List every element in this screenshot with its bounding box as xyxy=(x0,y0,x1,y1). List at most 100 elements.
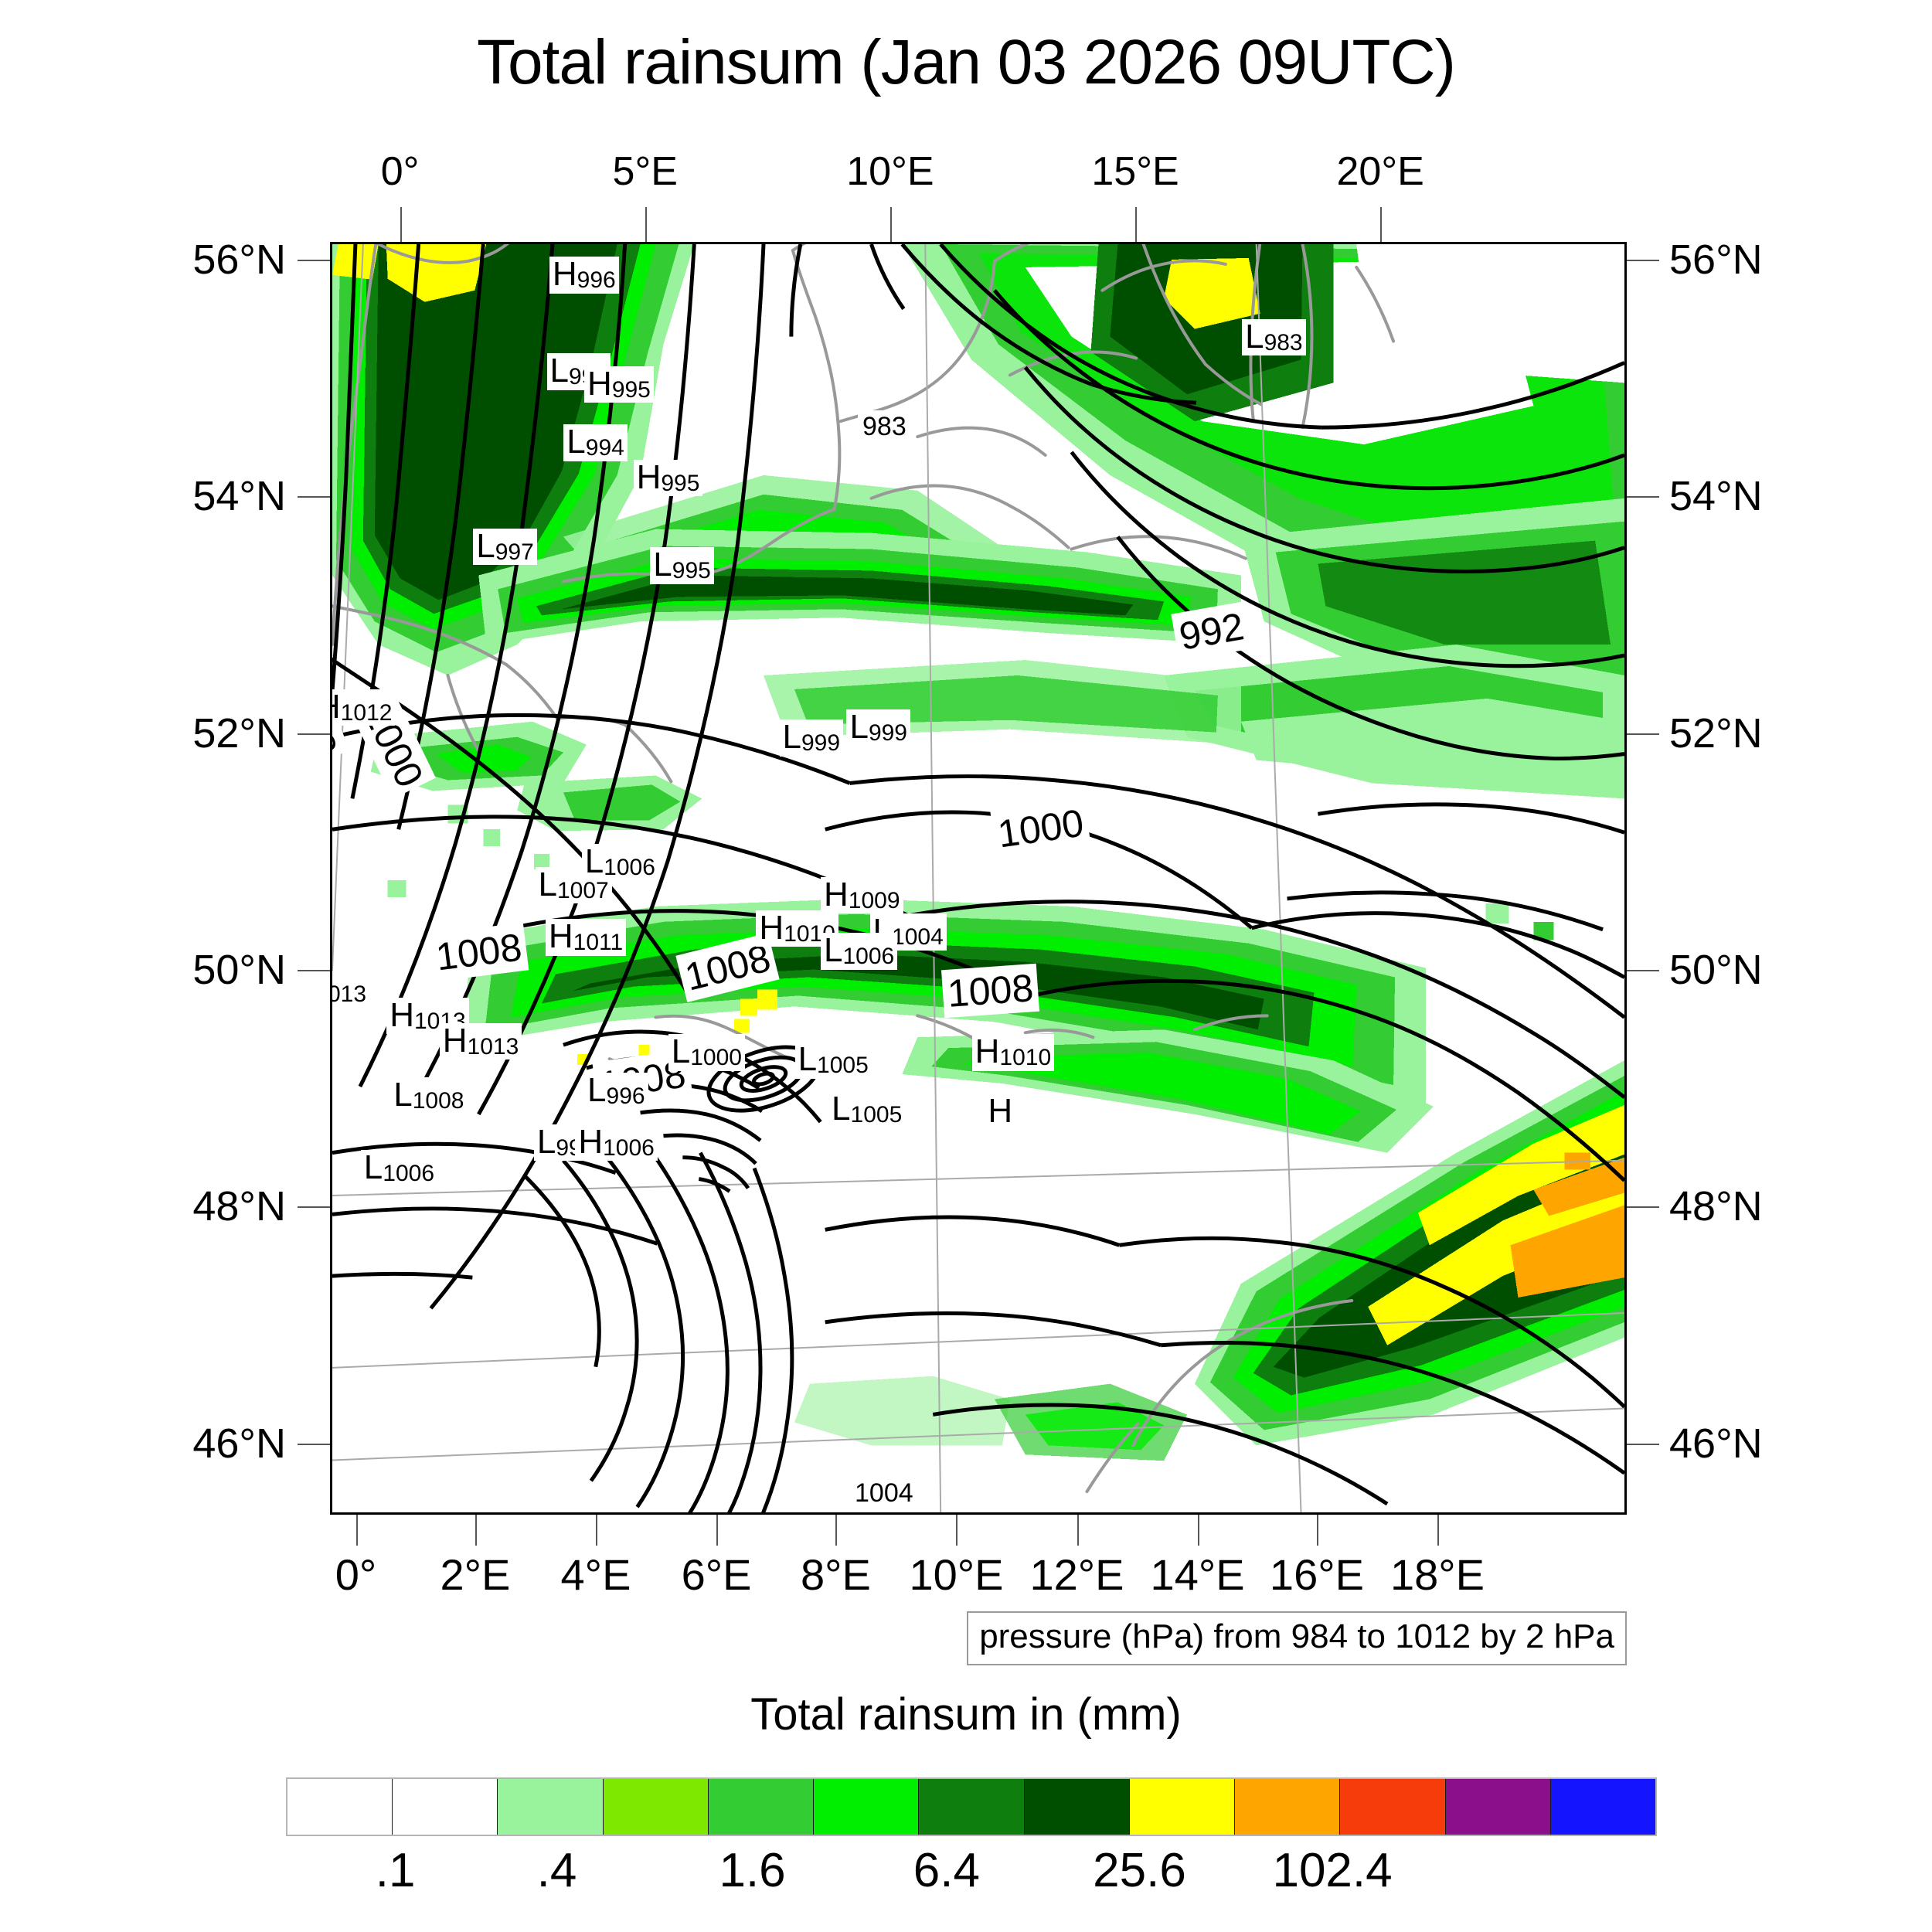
pressure-centre-l-1006: L1006 xyxy=(821,933,898,970)
pressure-centre-l-994: L994 xyxy=(563,424,628,461)
lon-tick-12°E xyxy=(1077,1515,1079,1546)
map-canvas xyxy=(332,244,1624,1512)
lat-tick-right-56°N xyxy=(1627,260,1659,262)
pressure-centre-l-1005: L1005 xyxy=(828,1091,906,1128)
lon-axis-bottom-ticks xyxy=(330,1515,1627,1546)
pressure-contours xyxy=(332,244,1624,1512)
lon-tick-14°E xyxy=(1197,1515,1199,1546)
lon-label-16°E: 16°E xyxy=(1269,1550,1364,1599)
pressure-centre-h-996: H996 xyxy=(549,257,619,294)
lon-label-6°E: 6°E xyxy=(681,1550,752,1599)
colorbar-cell-2[interactable] xyxy=(498,1779,604,1835)
lon-label-10°E: 10°E xyxy=(846,149,934,194)
lon-label-0°: 0° xyxy=(335,1550,377,1599)
colorbar-cell-12[interactable] xyxy=(1550,1779,1656,1835)
lon-label-2°E: 2°E xyxy=(440,1550,511,1599)
pressure-legend-box: pressure (hPa) from 984 to 1012 by 2 hPa xyxy=(967,1611,1627,1665)
lat-tick-left-46°N xyxy=(298,1443,330,1445)
colorbar-cell-9[interactable] xyxy=(1235,1779,1341,1835)
pressure-centre-h-1006: H1006 xyxy=(575,1124,658,1162)
pressure-centre-l-1000: L1000 xyxy=(668,1034,745,1071)
pressure-centre-l-1008: L1008 xyxy=(390,1077,468,1114)
lon-tick-5°E xyxy=(645,207,647,242)
lon-tick-15°E xyxy=(1135,207,1138,242)
lon-tick-6°E xyxy=(716,1515,719,1546)
pressure-centre-h-1013: H1013 xyxy=(439,1022,522,1060)
contour-label-1008-east: 1008 xyxy=(940,963,1040,1019)
lat-label-left-48°N: 48°N xyxy=(192,1183,286,1230)
lat-label-left-50°N: 50°N xyxy=(192,947,286,994)
graticule xyxy=(332,244,1624,1512)
lon-label-14°E: 14°E xyxy=(1150,1550,1245,1599)
colorbar-cell-10[interactable] xyxy=(1340,1779,1446,1835)
lat-label-left-54°N: 54°N xyxy=(192,473,286,520)
lat-tick-left-52°N xyxy=(298,733,330,735)
pressure-centre-l-1006: L1006 xyxy=(581,844,658,881)
lon-label-20°E: 20°E xyxy=(1336,149,1424,194)
lon-tick-10°E xyxy=(889,207,892,242)
pressure-centre-l-999: L999 xyxy=(779,719,844,757)
colorbar-tick-labels: .1 .4 1.6 6.4 25.6 102.4 xyxy=(286,1843,1654,1913)
lat-label-right-52°N: 52°N xyxy=(1669,709,1763,757)
colorbar-tick-.1: .1 xyxy=(375,1844,416,1897)
lon-tick-8°E xyxy=(835,1515,838,1546)
pressure-centre-h-1013: H1013 xyxy=(332,971,370,1008)
lon-axis-top-ticks xyxy=(330,207,1627,242)
colorbar-cell-0[interactable] xyxy=(287,1779,393,1835)
lat-axis-right-ticks xyxy=(1627,242,1659,1515)
lon-label-15°E: 15°E xyxy=(1091,149,1179,194)
lon-label-8°E: 8°E xyxy=(800,1550,871,1599)
lat-tick-left-48°N xyxy=(298,1206,330,1209)
lat-label-left-56°N: 56°N xyxy=(192,236,286,284)
colorbar-tick-25.6: 25.6 xyxy=(1093,1844,1186,1897)
colorbar-tick-.4: .4 xyxy=(536,1844,577,1897)
lat-tick-left-54°N xyxy=(298,496,330,498)
colorbar-cell-11[interactable] xyxy=(1445,1779,1551,1835)
colorbar-cell-6[interactable] xyxy=(919,1779,1025,1835)
lon-label-0°: 0° xyxy=(380,149,420,194)
pressure-centre-h-1010: H1010 xyxy=(971,1034,1055,1071)
colorbar-tick-1.6: 1.6 xyxy=(719,1844,786,1897)
lon-label-4°E: 4°E xyxy=(560,1550,631,1599)
pressure-centre-l-997: L997 xyxy=(473,528,537,566)
pressure-centre-l-1005: L1005 xyxy=(794,1042,872,1079)
lat-tick-right-54°N xyxy=(1627,496,1659,498)
contour-label-1004-bottom: 1004 xyxy=(850,1477,918,1510)
colorbar-cell-8[interactable] xyxy=(1129,1779,1236,1835)
pressure-centre-l-983: L983 xyxy=(1242,318,1306,356)
colorbar-tick-102.4: 102.4 xyxy=(1272,1844,1393,1897)
lon-label-10°E: 10°E xyxy=(909,1550,1004,1599)
lat-tick-left-56°N xyxy=(298,260,330,262)
colorbar-cell-7[interactable] xyxy=(1024,1779,1130,1835)
lat-label-right-46°N: 46°N xyxy=(1669,1420,1763,1467)
lat-label-right-54°N: 54°N xyxy=(1669,473,1763,520)
pressure-centre-l-1006: L1006 xyxy=(360,1149,438,1187)
colorbar-cell-5[interactable] xyxy=(814,1779,920,1835)
lon-tick-20°E xyxy=(1380,207,1383,242)
lon-tick-0° xyxy=(400,207,402,242)
map-plot-area[interactable]: 1008 1000 992 1000 1008 1008 1008 1008 9… xyxy=(330,242,1627,1515)
pressure-centre-h-995: H995 xyxy=(584,366,654,403)
pressure-centre-h-1011: H1011 xyxy=(545,919,627,956)
lat-tick-right-46°N xyxy=(1627,1443,1659,1445)
lon-axis-bottom-labels: 0° 2°E 4°E 6°E 8°E 10°E 12°E 14°E 16°E 18°E xyxy=(330,1549,1627,1604)
pressure-centre-h-1012: H1012 xyxy=(332,689,396,726)
lon-tick-0° xyxy=(355,1515,358,1546)
lat-label-right-48°N: 48°N xyxy=(1669,1183,1763,1230)
lon-tick-10°E xyxy=(956,1515,958,1546)
lon-tick-4°E xyxy=(595,1515,597,1546)
colorbar-cell-4[interactable] xyxy=(708,1779,815,1835)
lon-tick-18°E xyxy=(1437,1515,1439,1546)
lon-tick-2°E xyxy=(474,1515,477,1546)
colorbar-tick-6.4: 6.4 xyxy=(913,1844,981,1897)
pressure-centre-l-996: L996 xyxy=(584,1072,648,1110)
colorbar-cell-1[interactable] xyxy=(393,1779,498,1835)
colorbar-cell-3[interactable] xyxy=(603,1779,709,1835)
contour-label-983-top: 983 xyxy=(858,410,911,444)
lat-tick-right-48°N xyxy=(1627,1206,1659,1209)
pressure-centre-l-995: L995 xyxy=(650,547,714,584)
lat-tick-right-50°N xyxy=(1627,970,1659,972)
lat-tick-left-50°N xyxy=(298,970,330,972)
lat-label-right-56°N: 56°N xyxy=(1669,236,1763,284)
colorbar[interactable] xyxy=(286,1777,1657,1836)
